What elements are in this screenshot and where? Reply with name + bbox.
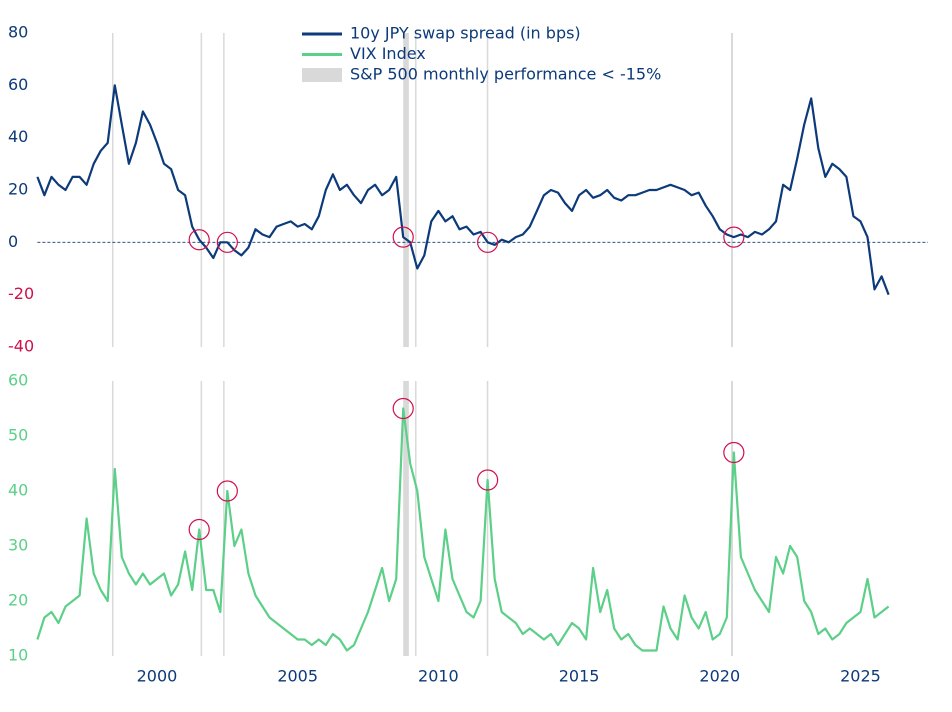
shaded-period <box>403 381 409 656</box>
shaded-period <box>486 33 489 347</box>
shaded-period <box>415 381 417 656</box>
highlight-circle <box>723 226 745 248</box>
shaded-period <box>486 381 489 656</box>
x-tick-label: 2000 <box>137 667 178 686</box>
series-line <box>36 84 890 296</box>
shaded-period <box>223 381 225 656</box>
y-tick-label: 60 <box>8 75 28 94</box>
x-tick-label: 2005 <box>277 667 318 686</box>
shaded-period <box>111 33 114 347</box>
y-tick-label: -20 <box>8 284 34 303</box>
series-line <box>36 407 890 652</box>
y-tick-label: 20 <box>8 591 28 610</box>
highlight-circle <box>188 518 210 541</box>
y-tick-label: 40 <box>8 127 28 146</box>
shaded-period <box>731 33 733 347</box>
y-tick-label: -40 <box>8 337 34 356</box>
y-tick-label: 10 <box>8 646 28 665</box>
highlight-circle <box>188 229 210 251</box>
highlight-circle <box>477 469 499 491</box>
y-tick-label: 80 <box>8 23 28 42</box>
legend-label: 10y JPY swap spread (in bps) <box>350 24 581 43</box>
legend-label: S&P 500 monthly performance < -15% <box>350 65 661 84</box>
y-tick-label: 50 <box>8 426 28 445</box>
highlight-circle <box>477 231 499 253</box>
highlight-circle <box>216 231 238 253</box>
highlight-circle <box>723 441 745 464</box>
highlight-circle <box>392 397 414 420</box>
y-tick-label: 20 <box>8 180 28 199</box>
x-tick-label: 2020 <box>699 667 740 686</box>
shaded-period <box>223 33 225 347</box>
shaded-period <box>403 33 409 347</box>
legend-label: VIX Index <box>350 44 426 63</box>
x-tick-label: 2025 <box>840 667 881 686</box>
highlight-circle <box>392 226 414 248</box>
legend-swatch <box>302 68 342 82</box>
shaded-period <box>200 381 203 656</box>
shaded-period <box>415 33 417 347</box>
shaded-period <box>200 33 203 347</box>
highlight-circle <box>216 480 238 502</box>
y-tick-label: 0 <box>8 232 18 251</box>
x-tick-label: 2015 <box>559 667 600 686</box>
y-tick-label: 30 <box>8 536 28 555</box>
y-tick-label: 60 <box>8 371 28 390</box>
x-tick-label: 2010 <box>418 667 459 686</box>
y-tick-label: 40 <box>8 481 28 500</box>
